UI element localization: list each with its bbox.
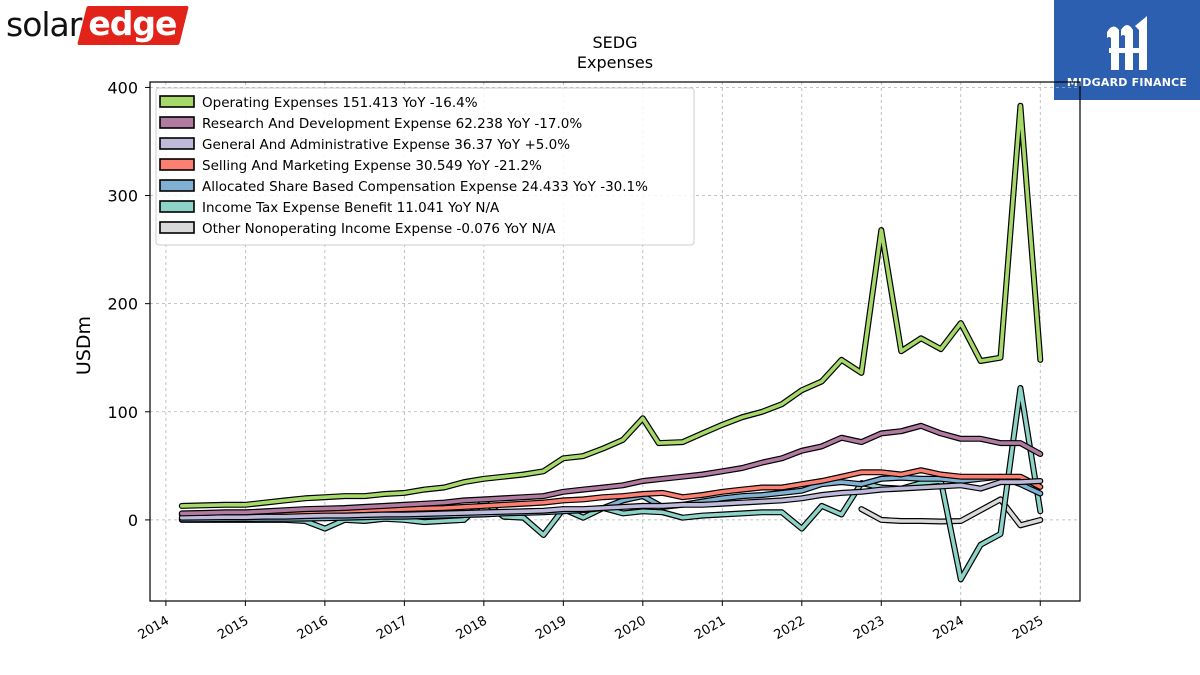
legend-item: Income Tax Expense Benefit 11.041 YoY N/…	[159, 200, 500, 216]
x-tick-label: 2022	[772, 613, 808, 643]
x-tick-label: 2019	[533, 613, 569, 643]
series-line	[180, 104, 1043, 508]
legend-item: General And Administrative Expense 36.37…	[159, 137, 570, 153]
series-operating-expenses	[178, 102, 1044, 509]
chart-subtitle: Expenses	[577, 53, 653, 72]
legend-box	[155, 87, 695, 246]
x-tick-label: 2015	[215, 613, 251, 643]
midgard-finance-name: MIDGARD FINANCE	[1066, 75, 1188, 89]
legend-swatch	[159, 221, 195, 234]
x-tick-label: 2014	[136, 613, 172, 643]
legend-swatch	[159, 116, 195, 129]
x-tick-label: 2016	[295, 613, 331, 643]
y-tick-label: 0	[128, 511, 138, 530]
y-axis-label: USDm	[73, 316, 95, 375]
x-tick-label: 2018	[454, 613, 490, 643]
series-line	[859, 497, 1043, 528]
series-line	[180, 479, 1043, 520]
y-tick-label: 300	[107, 187, 138, 206]
legend-swatch	[159, 200, 195, 213]
x-tick-label: 2020	[613, 613, 649, 643]
legend-label: Allocated Share Based Compensation Expen…	[202, 179, 648, 195]
plot-frame	[149, 81, 1081, 602]
legend-item: Research And Development Expense 62.238 …	[159, 116, 582, 132]
series-lines	[178, 102, 1044, 583]
midgard-finance-logo: MIDGARD FINANCE	[1054, 0, 1200, 100]
chart-title: SEDG	[593, 33, 638, 52]
legend-swatch	[159, 179, 195, 192]
legend-item: Allocated Share Based Compensation Expen…	[159, 179, 648, 195]
legend-swatch	[159, 137, 195, 150]
series-general-and-administrative-expense	[178, 478, 1044, 521]
x-tick-label: 2023	[851, 613, 887, 643]
x-tick-label: 2017	[374, 613, 410, 643]
y-tick-label: 200	[107, 295, 138, 314]
legend-swatch	[159, 158, 195, 171]
legend-item: Selling And Marketing Expense 30.549 YoY…	[159, 158, 542, 174]
series-other-nonoperating-income-expense	[858, 496, 1044, 529]
logo-text-solar: solar	[6, 4, 82, 44]
solaredge-logo: solar edge	[6, 4, 190, 45]
legend: Operating Expenses 151.413 YoY -16.4% Res…	[155, 87, 695, 246]
legend-label: Operating Expenses 151.413 YoY -16.4%	[202, 95, 478, 111]
legend-label: General And Administrative Expense 36.37…	[202, 137, 570, 153]
series-line	[180, 423, 1043, 516]
y-tick-label: 100	[107, 403, 138, 422]
legend-label: Research And Development Expense 62.238 …	[202, 116, 582, 132]
legend-item: Operating Expenses 151.413 YoY -16.4%	[159, 95, 478, 111]
legend-label: Income Tax Expense Benefit 11.041 YoY N/…	[202, 200, 500, 216]
logo-text-edge: edge	[77, 4, 190, 45]
x-tick-label: 2025	[1010, 613, 1046, 643]
legend-label: Other Nonoperating Income Expense -0.076…	[202, 221, 556, 237]
legend-label: Selling And Marketing Expense 30.549 YoY…	[202, 158, 542, 174]
legend-swatch	[159, 95, 195, 108]
y-tick-label: 400	[107, 78, 138, 97]
x-tick-label: 2024	[931, 613, 967, 643]
x-tick-label: 2021	[692, 613, 728, 643]
series-research-and-development-expense	[178, 422, 1044, 517]
legend-item: Other Nonoperating Income Expense -0.076…	[159, 221, 556, 237]
midgard-mark-icon	[1107, 15, 1147, 70]
